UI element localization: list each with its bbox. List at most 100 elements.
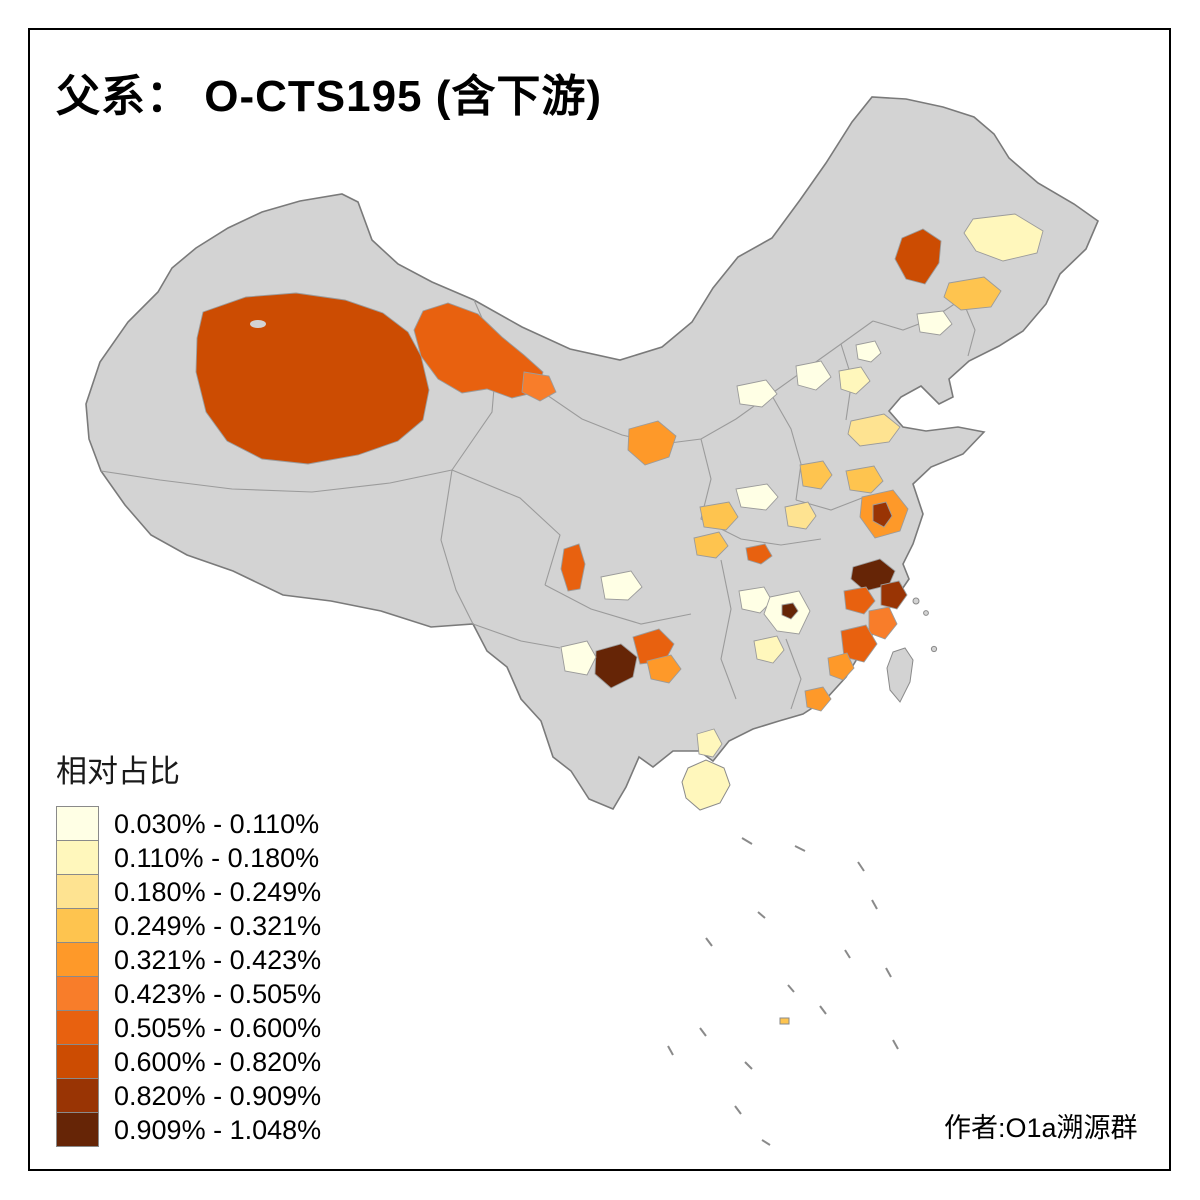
province-boundary	[720, 559, 737, 700]
legend-row: 0.423% - 0.505%	[56, 976, 322, 1011]
map-region	[880, 580, 908, 610]
map-region	[781, 602, 799, 620]
legend-row: 0.600% - 0.820%	[56, 1044, 322, 1079]
province-boundary	[472, 623, 561, 649]
map-region	[916, 310, 953, 336]
legend-label: 0.505% - 0.600%	[114, 1012, 322, 1043]
province-boundary	[451, 469, 561, 586]
colored-regions	[195, 213, 1044, 758]
legend-title: 相对占比	[56, 754, 180, 789]
coastal-island	[930, 645, 938, 653]
map-region	[632, 628, 675, 665]
dash-mark	[741, 837, 753, 845]
map-region	[855, 340, 882, 363]
islands-group	[681, 597, 938, 1025]
map-region	[696, 728, 723, 758]
province-boundary	[100, 469, 453, 493]
hainan-island	[681, 759, 731, 811]
map-enclave	[250, 320, 266, 328]
legend-swatch	[56, 908, 99, 943]
map-region	[753, 635, 785, 664]
legend-row: 0.249% - 0.321%	[56, 908, 321, 943]
province-boundary	[544, 584, 692, 625]
sea-island	[779, 1017, 790, 1025]
credit-text: 作者:O1a溯源群	[944, 1113, 1138, 1143]
legend-swatch	[56, 1010, 99, 1045]
map-region	[600, 570, 643, 601]
map-region	[646, 654, 682, 684]
page-title: 父系： O-CTS195 (含下游)	[56, 72, 603, 121]
legend-row: 0.820% - 0.909%	[56, 1078, 322, 1113]
mainland-group	[85, 96, 1099, 811]
province-boundary	[440, 469, 474, 625]
legend-label: 0.110% - 0.180%	[114, 842, 320, 873]
dash-mark	[871, 899, 878, 910]
china-mainland	[85, 96, 1099, 811]
legend-row: 0.180% - 0.249%	[56, 874, 322, 909]
map-region	[845, 465, 884, 494]
map-region	[838, 366, 871, 395]
map-region	[745, 543, 773, 565]
dash-mark	[819, 1005, 827, 1015]
map-region	[521, 371, 557, 402]
map-region	[963, 213, 1044, 262]
dash-mark	[844, 949, 851, 959]
dash-mark	[734, 1105, 742, 1115]
map-region	[868, 606, 898, 640]
province-boundary	[770, 393, 802, 501]
map-region	[735, 483, 779, 511]
map-region	[847, 413, 901, 447]
legend-row: 0.909% - 1.048%	[56, 1112, 322, 1147]
coastal-island	[923, 610, 929, 616]
legend-label: 0.180% - 0.249%	[114, 876, 322, 907]
dash-mark	[705, 937, 713, 947]
legend-row: 0.030% - 0.110%	[56, 806, 321, 841]
map-region	[693, 531, 729, 559]
dash-mark	[757, 911, 766, 919]
dash-mark	[794, 845, 806, 852]
legend-swatch	[56, 840, 99, 875]
map-region	[560, 543, 586, 592]
legend-swatch	[56, 806, 99, 841]
map-region	[799, 460, 833, 490]
legend-swatch	[56, 976, 99, 1011]
legend-label: 0.600% - 0.820%	[114, 1046, 322, 1077]
map-region	[827, 652, 855, 681]
map-region	[736, 379, 778, 408]
legend-row: 0.110% - 0.180%	[56, 840, 321, 875]
coastal-island	[912, 597, 920, 605]
legend-label: 0.030% - 0.110%	[114, 808, 320, 839]
dash-mark	[667, 1045, 674, 1056]
dash-mark	[744, 1061, 753, 1070]
map-region	[699, 501, 739, 531]
map-region	[804, 686, 832, 712]
dash-mark	[885, 967, 892, 978]
legend: 相对占比 0.030% - 0.110% 0.110% - 0.180% 0.1…	[56, 746, 321, 1147]
map-region	[594, 643, 638, 689]
legend-label: 0.321% - 0.423%	[114, 944, 322, 975]
map-region	[560, 640, 597, 676]
legend-label: 0.909% - 1.048%	[114, 1114, 322, 1145]
map-region	[840, 624, 878, 663]
map-region	[872, 501, 893, 528]
dash-mark	[892, 1039, 899, 1050]
province-boundary	[785, 638, 802, 710]
map-region	[195, 292, 430, 465]
dash-mark	[787, 984, 795, 993]
map-region	[795, 360, 832, 391]
legend-label: 0.820% - 0.909%	[114, 1080, 322, 1111]
legend-swatch	[56, 1112, 99, 1147]
plot-frame	[28, 28, 1171, 1171]
taiwan-island	[886, 647, 914, 703]
dash-mark	[699, 1027, 707, 1037]
map-region	[943, 276, 1002, 311]
legend-swatch	[56, 874, 99, 909]
legend-label: 0.423% - 0.505%	[114, 978, 322, 1009]
legend-row: 0.321% - 0.423%	[56, 942, 322, 977]
legend-row: 0.505% - 0.600%	[56, 1010, 322, 1045]
sea-dash-marks	[667, 837, 899, 1146]
dash-mark	[761, 1139, 771, 1146]
legend-swatch	[56, 1044, 99, 1079]
map-region	[843, 586, 876, 615]
